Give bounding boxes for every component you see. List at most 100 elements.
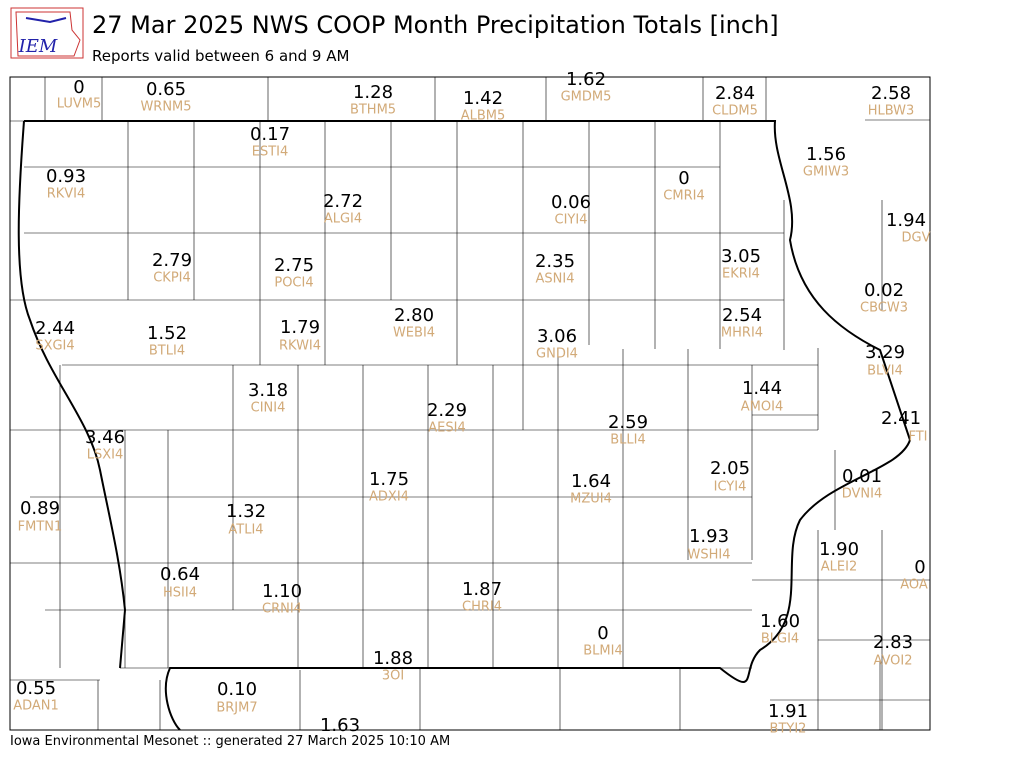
- station-value: 1.52: [147, 323, 187, 344]
- station-value: 0.01: [842, 466, 882, 487]
- station-value: 0.02: [864, 280, 904, 301]
- station-value: 1.42: [463, 88, 503, 109]
- station-value: 1.56: [806, 144, 846, 165]
- station-id: ESTI4: [252, 145, 289, 160]
- station-value: 2.41: [881, 408, 921, 429]
- station-value: 1.32: [226, 501, 266, 522]
- station-value: 3.18: [248, 380, 288, 401]
- station-id: AOA: [900, 578, 928, 593]
- station-value: 2.05: [710, 458, 750, 479]
- station-id: WRNM5: [140, 100, 191, 115]
- station-value: 0.55: [16, 678, 56, 699]
- station-value: 1.91: [768, 701, 808, 722]
- station-id: BTLI4: [149, 344, 185, 359]
- station-id: FMTN1: [18, 520, 63, 535]
- station-id: LUVM5: [57, 97, 102, 112]
- station-value: 0: [597, 623, 608, 644]
- station-id: 3OI: [382, 669, 404, 684]
- station-id: GNDI4: [536, 347, 578, 362]
- station-id: RKVI4: [47, 187, 86, 202]
- station-id: DGV: [902, 231, 931, 246]
- subtitle: Reports valid between 6 and 9 AM: [92, 47, 349, 65]
- title: 27 Mar 2025 NWS COOP Month Precipitation…: [92, 11, 779, 39]
- station-id: LSXI4: [87, 448, 124, 463]
- station-id: CINI4: [251, 401, 286, 416]
- logo: IEM: [10, 7, 84, 59]
- station-id: FTI: [908, 430, 927, 445]
- station-value: 1.64: [571, 471, 611, 492]
- logo-text: IEM: [18, 36, 58, 57]
- station-id: HLBW3: [868, 104, 915, 119]
- station-id: ALEI2: [821, 560, 857, 575]
- station-value: 2.72: [323, 191, 363, 212]
- map-frame: [9, 76, 931, 731]
- station-id: AESI4: [428, 421, 465, 436]
- station-id: WSHI4: [688, 548, 731, 563]
- station-value: 1.93: [689, 526, 729, 547]
- station-value: 0: [914, 557, 925, 578]
- station-id: ICYI4: [714, 480, 747, 495]
- station-value: 1.62: [566, 69, 606, 90]
- station-value: 2.58: [871, 83, 911, 104]
- station-id: ATLI4: [228, 523, 263, 538]
- station-value: 1.10: [262, 581, 302, 602]
- station-value: 1.87: [462, 579, 502, 600]
- station-id: DVNI4: [842, 487, 883, 502]
- station-id: EKRI4: [722, 267, 760, 282]
- station-value: 3.05: [721, 246, 761, 267]
- station-id: RKWI4: [279, 339, 321, 354]
- station-id: HSII4: [163, 586, 197, 601]
- station-value: 1.88: [373, 648, 413, 669]
- station-id: CHRI4: [462, 600, 502, 615]
- station-id: BLMI4: [583, 644, 622, 659]
- station-value: 2.29: [427, 400, 467, 421]
- station-value: 0.06: [551, 192, 591, 213]
- station-value: 3.29: [865, 342, 905, 363]
- station-value: 2.79: [152, 250, 192, 271]
- station-value: 2.44: [35, 318, 75, 339]
- footer: Iowa Environmental Mesonet :: generated …: [10, 734, 450, 749]
- station-value: 1.90: [819, 539, 859, 560]
- station-value: 0.64: [160, 564, 200, 585]
- station-id: BLGI4: [761, 632, 799, 647]
- station-value: 0.65: [146, 79, 186, 100]
- station-value: 1.28: [353, 82, 393, 103]
- station-value: 2.75: [274, 255, 314, 276]
- station-value: 2.83: [873, 632, 913, 653]
- station-id: CMRI4: [663, 189, 704, 204]
- station-value: 0.17: [250, 124, 290, 145]
- station-value: 2.35: [535, 251, 575, 272]
- station-id: CRNI4: [262, 602, 302, 617]
- station-value: 3.06: [537, 326, 577, 347]
- station-id: ALGI4: [324, 212, 362, 227]
- station-value: 1.63: [320, 715, 360, 736]
- station-value: 0.10: [217, 679, 257, 700]
- station-id: CBCW3: [860, 301, 908, 316]
- station-value: 1.60: [760, 611, 800, 632]
- station-id: BLLI4: [610, 433, 646, 448]
- station-id: WEBI4: [393, 326, 435, 341]
- station-value: 2.54: [722, 305, 762, 326]
- station-id: GMDM5: [561, 90, 612, 105]
- station-id: BTHM5: [350, 103, 396, 118]
- station-value: 2.80: [394, 305, 434, 326]
- station-id: MZUI4: [570, 492, 612, 507]
- station-id: GMIW3: [803, 165, 849, 180]
- station-value: 1.75: [369, 469, 409, 490]
- station-value: 0: [73, 77, 84, 98]
- station-id: BLVI4: [867, 364, 903, 379]
- station-id: BRJM7: [216, 701, 257, 716]
- station-id: AMOI4: [741, 400, 783, 415]
- station-value: 0.93: [46, 166, 86, 187]
- station-value: 0.89: [20, 498, 60, 519]
- station-id: CLDM5: [712, 104, 758, 119]
- station-id: ADAN1: [13, 699, 59, 714]
- station-id: SXGI4: [35, 339, 74, 354]
- station-value: 1.44: [742, 378, 782, 399]
- station-id: CKPI4: [153, 271, 191, 286]
- station-id: MHRI4: [721, 326, 763, 341]
- station-value: 3.46: [85, 427, 125, 448]
- map: [10, 77, 930, 730]
